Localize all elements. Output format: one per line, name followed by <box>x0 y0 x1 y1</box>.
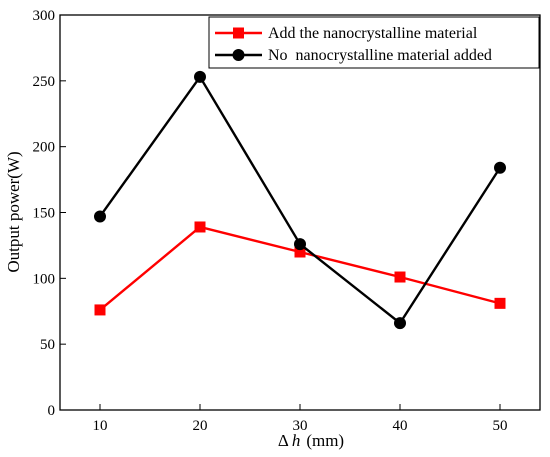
data-point <box>194 70 206 83</box>
data-point <box>394 271 406 283</box>
series-2 <box>94 70 506 330</box>
y-tick-label: 150 <box>33 206 56 222</box>
y-axis: 0 50 100 150 200 250 300 <box>33 8 66 419</box>
legend: Add the nanocrystalline material No nanoc… <box>208 16 540 69</box>
data-point <box>394 317 406 330</box>
legend-label: No nanocrystalline material added <box>268 47 492 64</box>
legend-marker <box>232 49 245 61</box>
x-tick-label: 20 <box>193 418 208 434</box>
data-point <box>494 161 506 174</box>
data-point <box>94 304 106 316</box>
series-layer <box>94 70 506 330</box>
legend-marker <box>233 27 244 39</box>
data-point <box>194 221 206 233</box>
y-tick-label: 0 <box>48 403 56 419</box>
legend-items: Add the nanocrystalline material No nanoc… <box>215 25 492 64</box>
legend-box <box>208 16 540 69</box>
x-axis-label-prefix: Δ <box>278 431 289 450</box>
x-tick-label: 30 <box>293 418 308 434</box>
plot-frame <box>59 14 541 411</box>
series-1 <box>94 221 506 316</box>
x-axis-label-variable: h <box>292 431 301 450</box>
data-point <box>94 210 106 223</box>
data-point <box>494 297 506 309</box>
y-axis-label: Output power(W) <box>4 151 23 272</box>
x-axis: 10 20 30 40 50 <box>93 404 508 434</box>
x-tick-label: 50 <box>493 418 508 434</box>
x-tick-label: 10 <box>93 418 108 434</box>
data-point <box>294 246 306 258</box>
x-axis-label-unit: (mm) <box>306 431 344 450</box>
y-tick-label: 100 <box>33 271 56 287</box>
y-tick-label: 200 <box>33 140 56 156</box>
series-line <box>99 74 502 325</box>
y-tick-label: 250 <box>33 74 56 90</box>
y-tick-label: 50 <box>40 337 55 353</box>
legend-label: Add the nanocrystalline material <box>268 25 478 42</box>
y-tick-label: 300 <box>33 8 56 24</box>
x-tick-label: 40 <box>393 418 408 434</box>
data-point <box>294 238 306 251</box>
